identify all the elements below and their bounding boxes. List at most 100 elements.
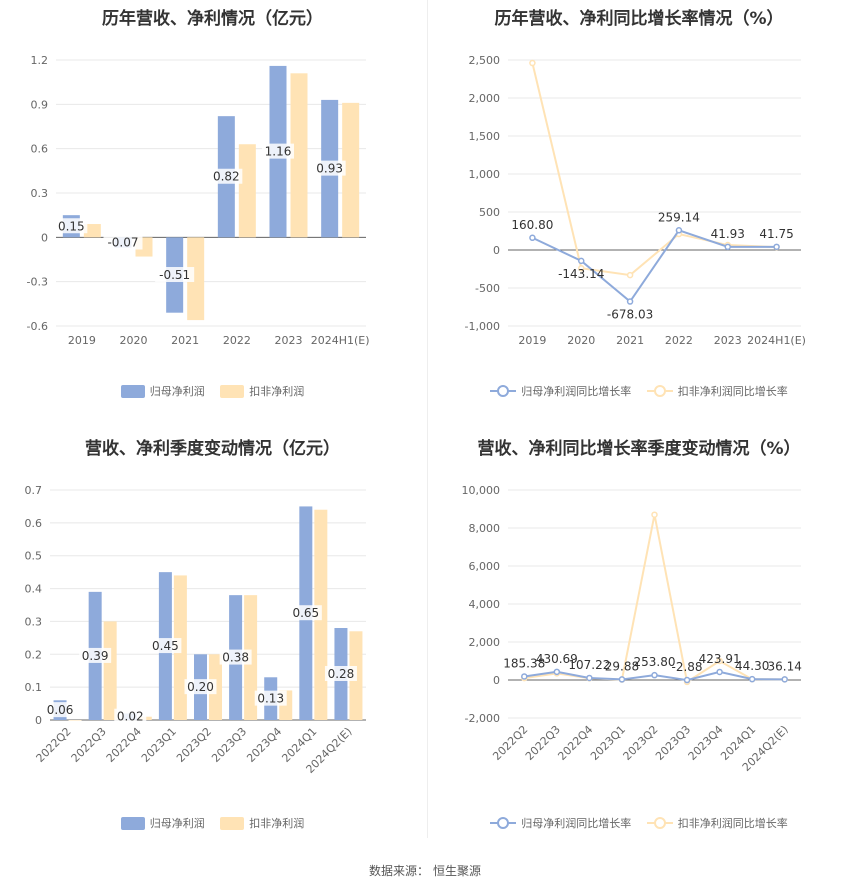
chart-title: 营收、净利季度变动情况（亿元） [85, 439, 340, 459]
y-tick-label: 0.3 [31, 187, 49, 200]
source-label: 数据来源： [368, 864, 429, 878]
y-tick-label: 0.9 [31, 98, 49, 111]
quarterly-growth-panel: 营收、净利同比增长率季度变动情况（%） -2,000 0 2,000 4,000 6,0… [428, 428, 850, 838]
x-tick-label: 2022Q2 [34, 725, 74, 765]
x-tick-label: 2021 [616, 334, 644, 347]
point-net-growth [724, 243, 731, 251]
chart-title: 历年营收、净利同比增长率情况（%） [494, 9, 784, 29]
data-label: 0.39 [82, 649, 109, 663]
x-tick-label: 2023Q4 [244, 725, 284, 765]
y-tick-label: 1,500 [469, 130, 501, 143]
x-tick-label: 2024H1(E) [747, 334, 806, 347]
legend-net-growth[interactable]: 归母净利润同比增长率 [490, 383, 631, 399]
bar-deducted-profit [290, 73, 308, 238]
x-tick-label: 2022Q4 [104, 725, 144, 765]
x-tick-label: 2023Q3 [653, 723, 693, 763]
legend-deducted-growth[interactable]: 扣非净利润同比增长率 [646, 383, 788, 399]
chart-title: 营收、净利同比增长率季度变动情况（%） [477, 439, 801, 459]
point-net-growth [626, 298, 634, 305]
data-label-bg [79, 647, 112, 663]
bar-deducted-profit [238, 144, 256, 238]
data-label-bg [149, 638, 182, 654]
annual-profit-bar-chart: -0.6 -0.3 0 0.3 0.6 0.9 1.2 0.15 2019 -0.07 2020 -0… [27, 54, 370, 347]
y-tick-label: 2,500 [469, 54, 501, 67]
line-deducted-growth [531, 62, 777, 277]
data-label: 107.22 [568, 658, 610, 672]
y-tick-label: 0 [35, 714, 42, 727]
data-label: 0.15 [58, 219, 85, 233]
x-tick-label: 2023Q4 [686, 723, 726, 763]
legend-deducted-profit[interactable]: 扣非净利润 [220, 815, 304, 831]
y-tick-label: -0.6 [27, 320, 48, 333]
y-tick-label: 0 [41, 231, 48, 244]
data-label: -2.88 [672, 660, 703, 674]
data-label-bg [210, 168, 243, 184]
legend-swatch [120, 384, 145, 398]
data-label-bg [103, 234, 143, 250]
legend-label: 归母净利润 [149, 817, 205, 830]
y-tick-label: 0.5 [25, 550, 43, 563]
line-net-growth [531, 229, 777, 304]
bar-deducted-profit [68, 720, 82, 721]
legend-label: 归母净利润同比增长率 [521, 385, 632, 398]
y-tick-label: 8,000 [469, 522, 501, 535]
data-label: 0.45 [152, 639, 179, 653]
legend-swatch [490, 816, 517, 830]
y-tick-label: 10,000 [462, 484, 501, 497]
data-label: 44.30 [735, 659, 769, 673]
x-tick-label: 2023Q2 [174, 725, 214, 765]
chart-title: 历年营收、净利情况（亿元） [102, 9, 323, 29]
data-label: 0.28 [328, 667, 355, 681]
chart-legend: 归母净利润 扣非净利润 [0, 815, 425, 833]
point-deducted-growth [578, 264, 585, 272]
data-label-bg [324, 666, 357, 681]
data-label: 41.75 [759, 227, 793, 241]
point-deducted-growth [529, 59, 536, 67]
y-tick-label: 0.4 [25, 583, 43, 596]
y-tick-label: -1,000 [465, 320, 500, 333]
legend-swatch [220, 384, 245, 398]
y-tick-label: -2,000 [465, 712, 500, 725]
source-name: 恒生聚源 [433, 864, 482, 878]
data-label: -678.03 [607, 308, 653, 322]
bar-deducted-profit [103, 621, 117, 720]
y-tick-label: 0.1 [25, 681, 43, 694]
data-label-bg [219, 649, 252, 665]
x-tick-label: 2023Q2 [621, 723, 661, 763]
point-net-growth [748, 675, 756, 683]
quarterly-growth-line-chart: -2,000 0 2,000 4,000 6,000 8,000 10,000 185.38 2… [462, 484, 802, 774]
legend-deducted-growth[interactable]: 扣非净利润同比增长率 [646, 815, 788, 831]
y-tick-label: -500 [475, 282, 500, 295]
point-net-growth [651, 671, 658, 679]
bar-deducted-profit [187, 237, 205, 321]
legend-label: 归母净利润 [149, 385, 205, 398]
quarterly-profit-panel: 营收、净利季度变动情况（亿元） 0 0.1 0.2 0.3 0.4 0.5 0.6 0.7 0.… [0, 428, 425, 838]
x-tick-label: 2022Q2 [490, 723, 530, 763]
y-tick-label: 0.6 [25, 517, 43, 530]
legend-swatch [646, 384, 673, 398]
legend-label: 扣非净利润同比增长率 [677, 385, 788, 398]
legend-net-profit[interactable]: 归母净利润 [120, 815, 205, 831]
chart-legend: 归母净利润同比增长率 扣非净利润同比增长率 [428, 383, 850, 401]
x-tick-label: 2022Q3 [523, 723, 563, 763]
y-tick-label: 0.3 [25, 615, 43, 628]
x-tick-label: 2022 [665, 334, 693, 347]
data-label: 36.14 [768, 659, 802, 673]
panel-divider [427, 0, 428, 838]
legend-net-profit[interactable]: 归母净利润 [120, 383, 205, 399]
data-label-bg [44, 702, 77, 718]
legend-deducted-profit[interactable]: 扣非净利润 [220, 383, 304, 399]
point-net-growth [586, 674, 593, 682]
legend-net-growth[interactable]: 归母净利润同比增长率 [490, 815, 631, 831]
y-tick-label: 0.7 [25, 484, 43, 497]
data-label: 259.14 [658, 210, 700, 224]
point-net-growth [773, 243, 780, 251]
data-label-bg [184, 679, 217, 695]
annual-growth-panel: 历年营收、净利同比增长率情况（%） -1,000 -500 0 500 1,000 1,5… [428, 0, 850, 410]
y-tick-label: 0 [493, 674, 500, 687]
y-tick-label: -0.3 [27, 276, 48, 289]
legend-label: 扣非净利润 [249, 817, 305, 830]
data-label: 0.06 [47, 703, 74, 717]
data-label: 1.16 [265, 145, 292, 159]
data-label-bg [254, 690, 287, 706]
